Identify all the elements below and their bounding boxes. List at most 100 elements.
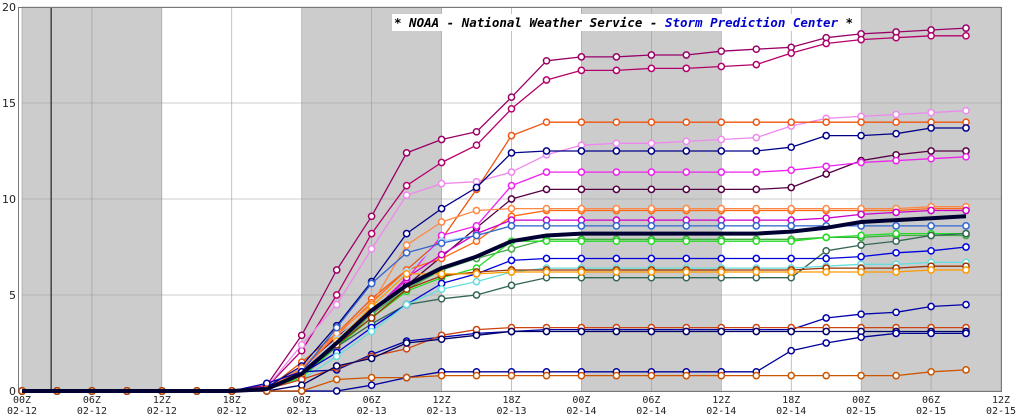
series-point (682, 168, 691, 176)
series-point (507, 204, 516, 213)
series-point (822, 162, 831, 171)
series-point (437, 179, 446, 188)
series-point (787, 371, 796, 380)
series-point (892, 308, 900, 317)
series-point (647, 268, 656, 276)
x-tick-label-time: 06Z (922, 395, 940, 406)
series-point (892, 110, 900, 119)
series-point (822, 118, 831, 127)
series-point (577, 204, 586, 213)
series-mean (22, 214, 967, 393)
series-point (787, 49, 796, 57)
series-point (367, 354, 376, 363)
y-tick-label: 5 (9, 289, 16, 302)
series-point (822, 314, 831, 322)
series-point (927, 367, 935, 376)
series-point (892, 156, 900, 165)
series-point (472, 277, 481, 286)
series-point (752, 147, 761, 155)
x-tick-label-time: 12Z (433, 395, 451, 406)
series-point (507, 195, 516, 203)
series-point (717, 371, 726, 380)
series-point (332, 291, 341, 299)
series-point (682, 222, 691, 230)
series-point (822, 327, 831, 336)
series-point (402, 339, 411, 347)
series-point (892, 248, 900, 257)
series-point (367, 279, 376, 288)
x-tick-label-date: 02-14 (636, 406, 666, 417)
series-point (542, 371, 551, 380)
series-point (437, 218, 446, 226)
series-point (857, 371, 865, 380)
series-point (857, 158, 865, 167)
series-point (927, 31, 935, 40)
series-point (612, 139, 621, 148)
series-point (962, 266, 970, 274)
series-point (752, 327, 761, 336)
series-point (787, 183, 796, 192)
series-point (402, 181, 411, 190)
series-point (962, 31, 970, 40)
series-point (752, 237, 761, 246)
series-point (507, 245, 516, 253)
series-point (542, 185, 551, 194)
series-point (472, 270, 481, 278)
series-point (647, 168, 656, 176)
series-point (927, 266, 935, 274)
series-point (542, 327, 551, 336)
y-tick-label: 0 (9, 385, 16, 398)
series-point (612, 204, 621, 213)
series-point (437, 250, 446, 259)
series-point (612, 118, 621, 127)
series-point (787, 346, 796, 355)
series-point (577, 268, 586, 276)
series-point (752, 222, 761, 230)
x-tick-label-date: 02-13 (287, 406, 317, 417)
series-point (752, 118, 761, 127)
series-point (717, 135, 726, 144)
series-point (437, 270, 446, 278)
series-point (507, 168, 516, 176)
series-point (507, 256, 516, 265)
x-tick-label-date: 02-13 (357, 406, 387, 417)
series-point (752, 268, 761, 276)
series-point (717, 118, 726, 127)
plot-frame (18, 7, 1002, 392)
series-point (507, 371, 516, 380)
title-suffix: * (838, 15, 853, 30)
series-point (927, 302, 935, 311)
series-point (682, 147, 691, 155)
series-point (647, 139, 656, 148)
x-tick-label-time: 00Z (852, 395, 870, 406)
series-point (577, 118, 586, 127)
series-point (612, 268, 621, 276)
x-tick-label-date: 02-12 (7, 406, 37, 417)
series-point (717, 168, 726, 176)
series-point (542, 204, 551, 213)
series-point (612, 147, 621, 155)
series-point (717, 254, 726, 263)
series-point (297, 331, 306, 340)
series-point (507, 222, 516, 230)
series-point (402, 373, 411, 382)
series-point (542, 147, 551, 155)
series-point (927, 108, 935, 117)
series-point (367, 381, 376, 390)
series-point (507, 93, 516, 102)
series-point (647, 327, 656, 336)
series-point (892, 222, 900, 230)
series-point (787, 118, 796, 127)
series-point (787, 166, 796, 175)
y-tick-label: 15 (2, 97, 16, 110)
series-point (647, 51, 656, 59)
series-point (822, 339, 831, 347)
series-point (647, 64, 656, 73)
x-tick-label-date: 02-13 (496, 406, 526, 417)
series-point (682, 118, 691, 127)
series-point (612, 66, 621, 75)
series-point (577, 254, 586, 263)
series-point (857, 252, 865, 261)
series-point (682, 254, 691, 263)
